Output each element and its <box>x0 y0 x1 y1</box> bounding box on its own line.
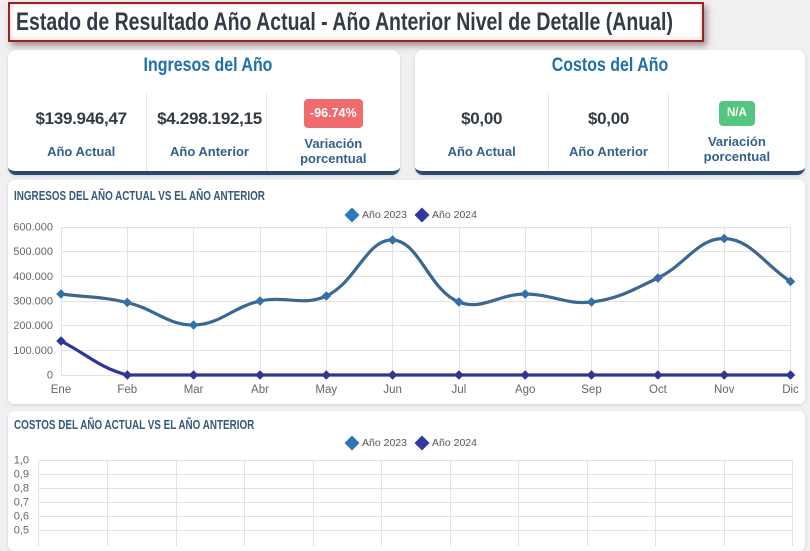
svg-text:Nov: Nov <box>714 384 735 396</box>
svg-text:200.000: 200.000 <box>13 320 53 332</box>
svg-text:0,5: 0,5 <box>14 525 29 537</box>
svg-text:400.000: 400.000 <box>13 271 53 283</box>
svg-text:Ene: Ene <box>51 384 71 396</box>
svg-text:Mar: Mar <box>184 384 204 396</box>
svg-text:500.000: 500.000 <box>13 246 53 258</box>
svg-text:300.000: 300.000 <box>13 296 53 308</box>
svg-text:1,0: 1,0 <box>14 455 29 467</box>
svg-text:0: 0 <box>47 370 53 382</box>
svg-text:0,9: 0,9 <box>14 469 29 481</box>
svg-text:0,8: 0,8 <box>14 483 29 495</box>
svg-text:Jun: Jun <box>383 384 402 396</box>
svg-text:Sep: Sep <box>581 384 601 396</box>
svg-text:0,6: 0,6 <box>14 511 29 523</box>
svg-text:Jul: Jul <box>452 384 467 396</box>
svg-text:600.000: 600.000 <box>13 222 53 234</box>
svg-text:Feb: Feb <box>117 384 137 396</box>
svg-text:Oct: Oct <box>649 384 668 396</box>
svg-text:Abr: Abr <box>251 384 269 396</box>
svg-text:Dic: Dic <box>782 384 799 396</box>
svg-text:0,7: 0,7 <box>14 497 29 509</box>
svg-text:Ago: Ago <box>515 384 535 396</box>
svg-text:May: May <box>315 384 337 396</box>
svg-text:100.000: 100.000 <box>13 345 53 357</box>
